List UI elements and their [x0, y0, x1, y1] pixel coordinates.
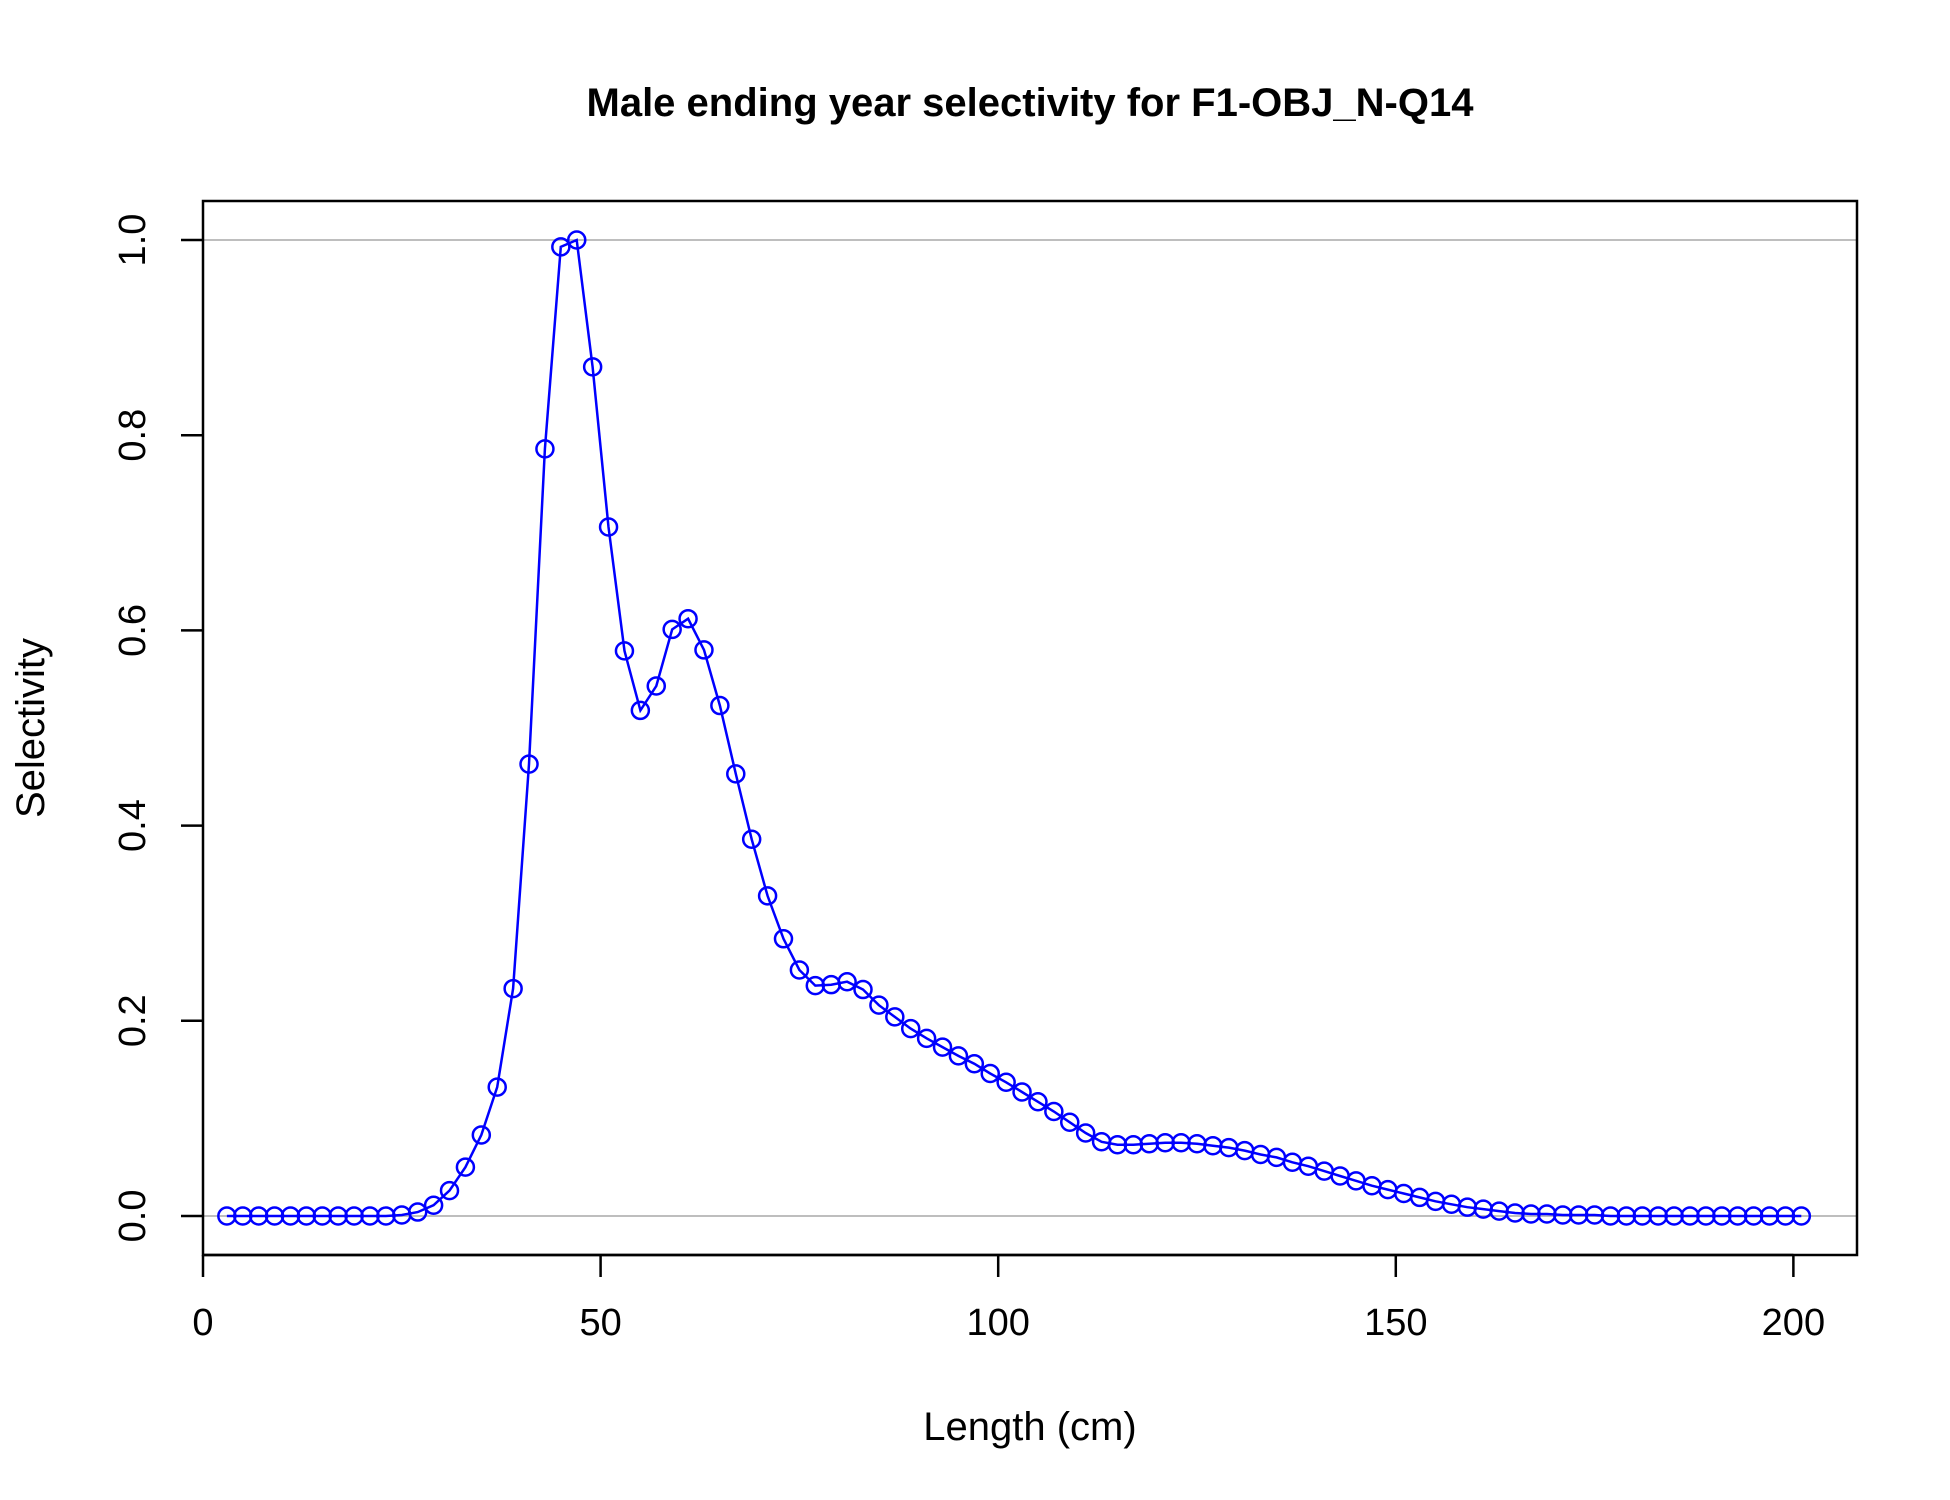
chart-title: Male ending year selectivity for F1-OBJ_… — [587, 81, 1475, 125]
data-point — [646, 676, 667, 696]
x-tick-label: 150 — [1364, 1302, 1427, 1344]
data-point — [1791, 1206, 1812, 1226]
data-point — [710, 695, 730, 716]
data-point — [678, 608, 698, 629]
y-axis: 0.0 0.2 0.4 0.6 0.8 1.0 — [112, 214, 203, 1243]
data-point — [741, 829, 762, 850]
y-tick-label: 0.6 — [112, 604, 154, 657]
data-point — [773, 929, 794, 949]
data-point — [662, 619, 682, 640]
data-point — [535, 439, 555, 459]
data-point — [1028, 1092, 1048, 1112]
data-point — [1012, 1082, 1032, 1102]
data-point — [837, 971, 857, 992]
y-tick-label: 1.0 — [112, 214, 154, 267]
data-point — [551, 237, 571, 257]
y-axis-label: Selectivity — [9, 638, 53, 818]
data-point — [885, 1007, 905, 1027]
x-tick-label: 0 — [192, 1302, 213, 1344]
y-tick-label: 0.4 — [112, 799, 154, 852]
x-tick-label: 200 — [1762, 1302, 1825, 1344]
data-point — [980, 1063, 1000, 1084]
data-point — [582, 357, 603, 377]
data-point — [519, 754, 539, 774]
data-point — [726, 764, 746, 784]
x-axis: 0 50 100 150 200 — [192, 1253, 1825, 1344]
data-point — [916, 1028, 937, 1049]
data-point — [694, 640, 714, 660]
y-tick-label: 0.0 — [112, 1190, 154, 1243]
y-tick-label: 0.8 — [112, 409, 154, 462]
plot-frame — [201, 199, 1859, 1257]
data-point — [932, 1037, 953, 1057]
data-point — [996, 1072, 1016, 1093]
y-tick-label: 0.2 — [112, 994, 154, 1047]
data-point — [757, 886, 778, 906]
data-point — [423, 1195, 444, 1215]
data-point — [853, 979, 873, 1000]
data-point — [964, 1053, 985, 1074]
data-point — [1060, 1112, 1080, 1133]
x-tick-label: 100 — [966, 1302, 1029, 1344]
data-point — [869, 995, 889, 1015]
data-point — [789, 960, 810, 980]
data-point — [439, 1180, 460, 1201]
data-point — [630, 700, 651, 721]
data-point — [487, 1077, 507, 1097]
data-point — [614, 641, 635, 661]
data-point — [471, 1125, 492, 1145]
data-point — [900, 1018, 921, 1039]
data-point — [948, 1046, 969, 1066]
reference-lines — [203, 239, 1857, 1217]
data-point — [1075, 1123, 1096, 1143]
data-point — [407, 1202, 428, 1222]
series-group — [217, 230, 1812, 1226]
data-point — [566, 230, 587, 250]
data-point — [598, 517, 619, 537]
data-point — [503, 978, 523, 999]
data-point — [455, 1157, 476, 1177]
data-point — [1044, 1101, 1064, 1122]
x-tick-label: 50 — [579, 1302, 621, 1344]
series-line — [226, 238, 1802, 1218]
x-axis-label: Length (cm) — [923, 1405, 1136, 1449]
